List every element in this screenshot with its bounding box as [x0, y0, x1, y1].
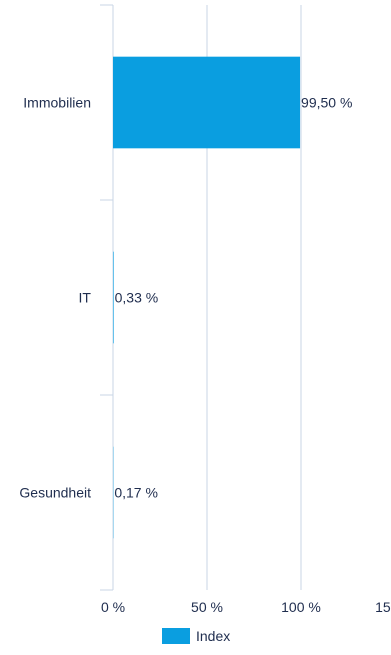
category-label-immobilien: Immobilien	[23, 95, 91, 111]
x-tick-label-3: 150 %	[375, 599, 391, 615]
value-label-immobilien: 99,50 %	[301, 95, 352, 111]
x-tick-label-1: 50 %	[191, 599, 223, 615]
bar-immobilien	[113, 57, 300, 149]
legend-label-index: Index	[196, 628, 230, 644]
legend[interactable]: Index	[162, 626, 230, 646]
value-label-it: 0,33 %	[115, 290, 159, 306]
legend-swatch-index	[162, 628, 190, 644]
bar-it	[113, 252, 114, 344]
value-label-gesundheit: 0,17 %	[114, 485, 158, 501]
x-tick-label-2: 100 %	[281, 599, 321, 615]
category-label-it: IT	[79, 290, 92, 306]
category-label-gesundheit: Gesundheit	[19, 485, 91, 501]
x-tick-label-0: 0 %	[101, 599, 125, 615]
